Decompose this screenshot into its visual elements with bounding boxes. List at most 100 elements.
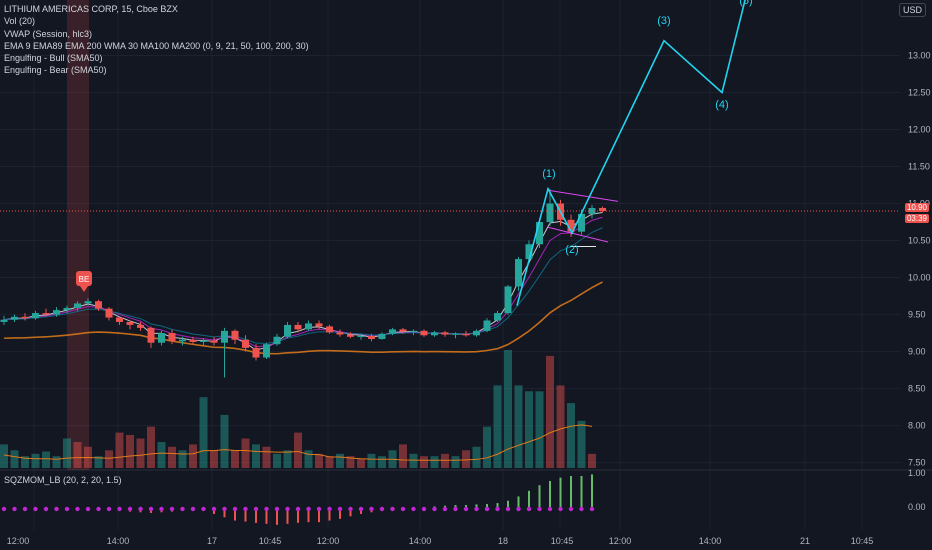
squeeze-dot xyxy=(432,506,437,512)
elliott-wave-line xyxy=(516,0,746,306)
wave-label: (5) xyxy=(739,0,752,7)
candle xyxy=(599,206,606,213)
currency-badge[interactable]: USD xyxy=(898,3,926,17)
candle xyxy=(441,330,449,337)
squeeze-dot xyxy=(232,506,238,512)
squeeze-dot xyxy=(379,506,385,512)
squeeze-dot xyxy=(484,506,490,512)
volume-bar xyxy=(42,451,50,468)
volume-bar xyxy=(451,456,460,468)
candle-body xyxy=(578,213,585,232)
squeeze-dot xyxy=(421,506,427,512)
time-tick-label: 12:00 xyxy=(7,536,30,546)
candle-body xyxy=(21,316,29,319)
candle xyxy=(105,307,113,321)
bar-countdown-tag: 03:39 xyxy=(905,214,929,223)
volume-bar xyxy=(567,403,575,468)
price-tick-label: 12.00 xyxy=(908,125,931,135)
candle xyxy=(368,333,375,342)
candle-body xyxy=(200,340,207,342)
volume-bar xyxy=(252,444,260,468)
volume-bar xyxy=(105,450,113,468)
volume-bar xyxy=(357,458,365,468)
volume-bars xyxy=(0,350,596,468)
squeeze-dot xyxy=(316,506,322,512)
squeeze-dot xyxy=(1,506,7,512)
squeeze-dot xyxy=(348,506,353,512)
candle-body xyxy=(305,323,312,330)
volume-bar xyxy=(483,426,491,468)
candle-body xyxy=(473,330,480,336)
candle-body xyxy=(357,336,365,338)
candle-body xyxy=(147,327,155,343)
squeeze-dot xyxy=(159,506,164,512)
candle-body xyxy=(462,333,470,336)
candle-body xyxy=(126,321,134,325)
candle xyxy=(252,344,260,361)
candle xyxy=(410,329,417,336)
candle-body xyxy=(242,339,249,348)
candle xyxy=(147,326,155,348)
legend-ema[interactable]: EMA 9 EMA89 EMA 200 WMA 30 MA100 MA200 (… xyxy=(4,40,309,51)
price-tick-label: 7.50 xyxy=(908,458,926,468)
last-price-tag: 10.90 xyxy=(905,203,929,212)
volume-bar xyxy=(168,446,176,468)
price-tick-label: 10.50 xyxy=(908,236,931,246)
squeeze-dot xyxy=(12,506,17,512)
legend-engulfing-bear[interactable]: Engulfing - Bear (SMA50) xyxy=(4,65,107,76)
volume-bar xyxy=(283,450,292,468)
volume-bar xyxy=(10,450,19,468)
channel-top-line xyxy=(547,189,619,202)
candle-body xyxy=(63,307,71,311)
squeeze-dot xyxy=(337,506,343,512)
legend-vwap[interactable]: VWAP (Session, hlc3) xyxy=(4,28,93,39)
volume-bar xyxy=(147,426,155,468)
candle-body xyxy=(168,333,176,342)
volume-bar xyxy=(0,444,8,468)
squeeze-dot xyxy=(127,506,133,512)
candle-body xyxy=(368,336,375,339)
candle xyxy=(11,314,18,322)
volume-bar xyxy=(199,397,208,468)
candle-body xyxy=(536,222,543,245)
price-tick-label: 8.50 xyxy=(908,384,926,394)
squeeze-dot xyxy=(327,506,332,512)
axes[interactable]: 13.0012.5012.0011.5011.0010.5010.009.509… xyxy=(7,51,931,546)
channel-bottom-line xyxy=(547,226,609,243)
candle-body xyxy=(42,313,50,315)
legend-squeeze-momentum[interactable]: SQZMOM_LB (20, 2, 20, 1.5) xyxy=(4,475,122,485)
candle xyxy=(63,305,71,314)
time-tick-label: 12:00 xyxy=(317,536,340,546)
candle xyxy=(200,338,207,346)
volume-bar xyxy=(262,446,271,468)
bear-engulfing-zone xyxy=(67,0,89,470)
squeeze-dot xyxy=(390,506,395,512)
symbol-title[interactable]: LITHIUM AMERICAS CORP, 15, Cboe BZX xyxy=(4,4,178,14)
ema-21-line xyxy=(3,216,603,348)
moving-averages xyxy=(3,212,603,355)
candle-body xyxy=(546,203,554,223)
candle xyxy=(326,324,333,334)
time-tick-label: 18 xyxy=(498,536,508,546)
candle xyxy=(588,205,596,219)
legend-volume[interactable]: Vol (20) xyxy=(4,16,36,27)
candle-body xyxy=(74,303,81,308)
volume-bar xyxy=(157,442,166,468)
candle-body xyxy=(525,244,533,260)
oscillator-tick-label: 0.00 xyxy=(908,502,926,512)
candle-body xyxy=(273,336,281,345)
candle xyxy=(515,256,522,291)
candle xyxy=(21,313,29,321)
volume-bar xyxy=(514,385,523,468)
drawings[interactable]: BE (1) (2) (3) (4) (5) xyxy=(0,0,900,306)
candle-body xyxy=(441,332,449,335)
volume-bar xyxy=(63,438,71,468)
candle-body xyxy=(294,324,302,330)
legend-engulfing-bull[interactable]: Engulfing - Bull (SMA50) xyxy=(4,53,103,64)
candle xyxy=(137,321,144,331)
volume-bar xyxy=(336,453,344,468)
squeeze-dot xyxy=(453,506,458,512)
price-tick-label: 11.50 xyxy=(908,162,930,172)
volume-bar xyxy=(178,450,187,468)
